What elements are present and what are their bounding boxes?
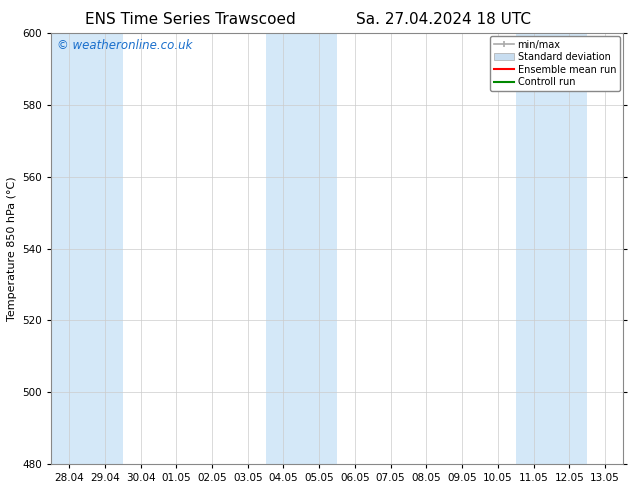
Y-axis label: Temperature 850 hPa (°C): Temperature 850 hPa (°C) (7, 176, 17, 321)
Bar (515, 33, 587, 464)
Legend: min/max, Standard deviation, Ensemble mean run, Controll run: min/max, Standard deviation, Ensemble me… (490, 36, 620, 91)
Bar (266, 33, 337, 464)
Bar (51, 33, 123, 464)
Text: © weatheronline.co.uk: © weatheronline.co.uk (57, 40, 192, 52)
Text: Sa. 27.04.2024 18 UTC: Sa. 27.04.2024 18 UTC (356, 12, 531, 27)
Text: ENS Time Series Trawscoed: ENS Time Series Trawscoed (85, 12, 295, 27)
